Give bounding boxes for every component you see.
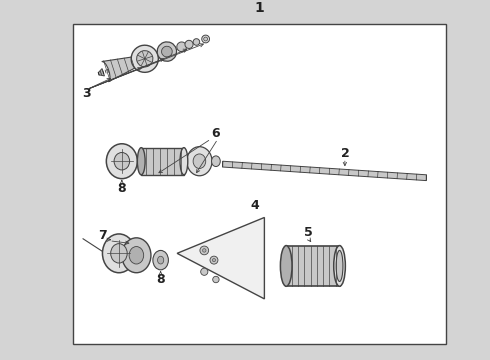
Ellipse shape (204, 37, 208, 41)
Ellipse shape (153, 251, 169, 270)
Ellipse shape (212, 258, 216, 262)
Ellipse shape (334, 246, 345, 286)
Ellipse shape (201, 268, 208, 275)
Ellipse shape (122, 238, 151, 273)
Ellipse shape (193, 154, 206, 168)
Ellipse shape (162, 46, 172, 57)
Ellipse shape (180, 148, 188, 175)
Text: 6: 6 (212, 127, 220, 140)
Bar (74, 24, 446, 345)
Text: 8: 8 (156, 273, 165, 286)
Ellipse shape (137, 51, 153, 67)
Ellipse shape (137, 148, 145, 175)
Text: 5: 5 (304, 225, 313, 239)
Ellipse shape (114, 153, 130, 170)
Text: 2: 2 (341, 147, 349, 160)
Ellipse shape (106, 144, 137, 179)
Bar (141, 148, 184, 175)
Text: 4: 4 (250, 199, 259, 212)
Text: 7: 7 (98, 229, 107, 242)
Ellipse shape (210, 256, 218, 264)
Polygon shape (98, 68, 104, 76)
Polygon shape (222, 161, 426, 181)
Ellipse shape (157, 42, 176, 61)
Ellipse shape (213, 276, 219, 283)
Text: 1: 1 (255, 1, 265, 15)
Ellipse shape (200, 246, 209, 255)
Ellipse shape (131, 45, 158, 72)
Ellipse shape (158, 256, 164, 264)
Ellipse shape (102, 234, 135, 273)
Ellipse shape (177, 42, 187, 51)
Ellipse shape (129, 247, 144, 264)
Ellipse shape (202, 249, 206, 252)
Ellipse shape (187, 147, 212, 176)
Bar (286, 246, 340, 286)
Polygon shape (177, 217, 265, 299)
Ellipse shape (193, 39, 200, 45)
Ellipse shape (336, 251, 343, 282)
Text: 8: 8 (118, 182, 126, 195)
Ellipse shape (280, 246, 292, 286)
Polygon shape (102, 57, 137, 82)
Ellipse shape (111, 244, 127, 263)
Ellipse shape (185, 40, 193, 49)
Ellipse shape (202, 35, 210, 43)
Ellipse shape (212, 156, 220, 167)
Text: 3: 3 (83, 87, 91, 100)
